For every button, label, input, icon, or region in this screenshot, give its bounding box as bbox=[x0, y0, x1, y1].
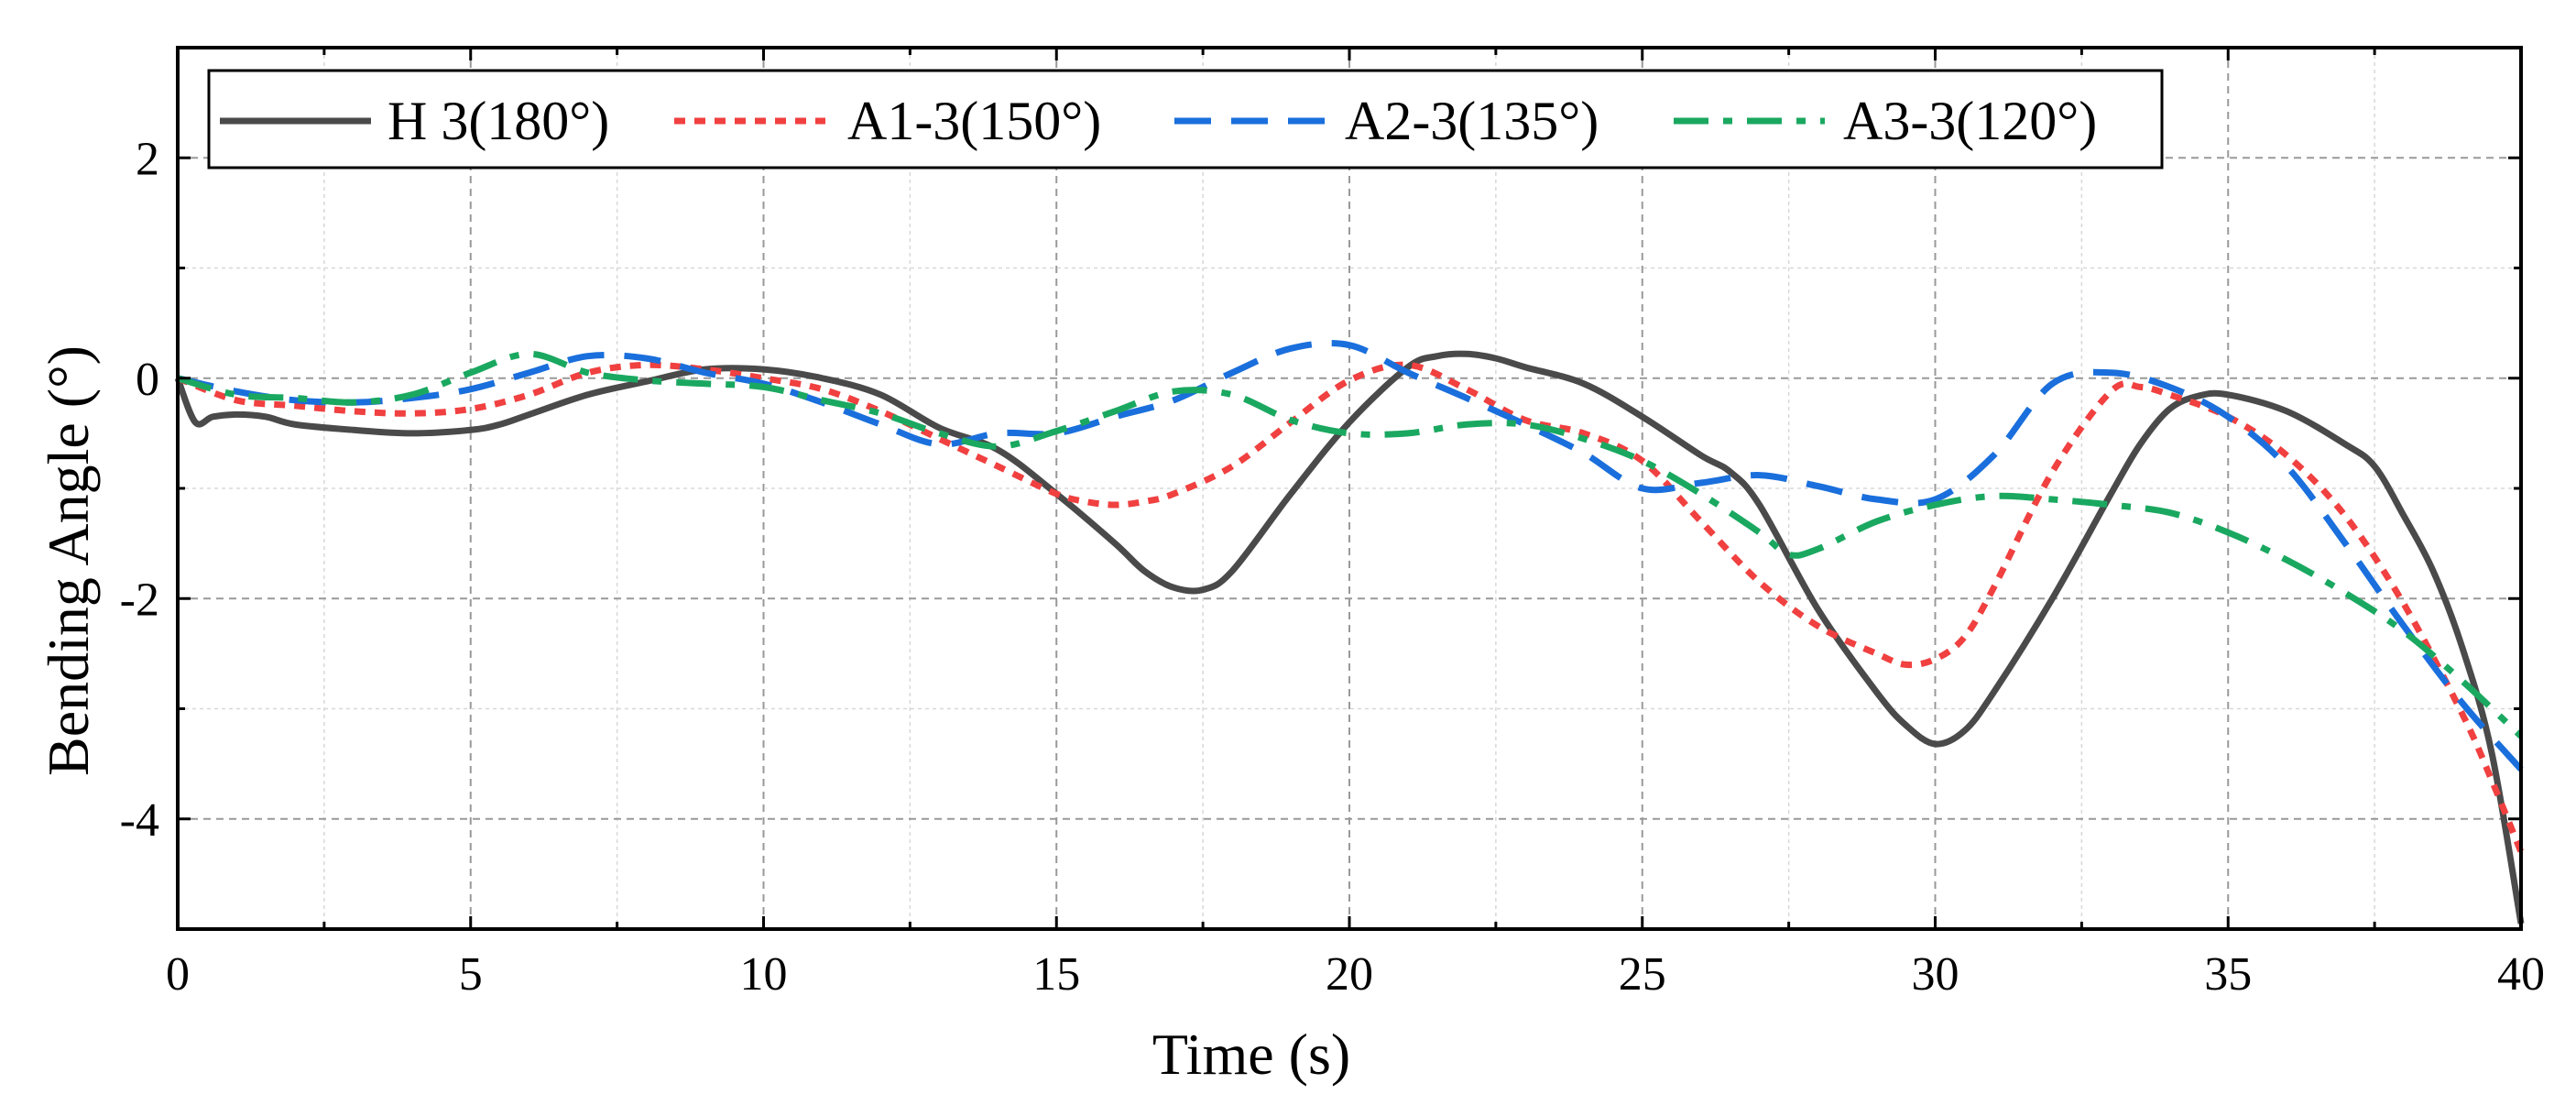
x-tick-label: 30 bbox=[1912, 948, 1959, 1001]
axis-ticks bbox=[176, 46, 2523, 931]
x-tick-label: 35 bbox=[2204, 948, 2252, 1001]
series-line-4 bbox=[177, 350, 2524, 739]
x-tick-label: 25 bbox=[1619, 948, 1666, 1001]
x-tick-label: 10 bbox=[740, 948, 788, 1001]
legend-label-3: A2-3(135°) bbox=[1345, 91, 1599, 151]
series-line-1 bbox=[174, 350, 2525, 925]
legend: H 3(180°) A1-3(150°) A2-3(135°) A3-3(120°) bbox=[207, 69, 2164, 170]
series-line-2 bbox=[176, 361, 2525, 854]
legend-box bbox=[207, 69, 2164, 170]
y-tick-label: 2 bbox=[136, 133, 159, 185]
legend-label-4: A3-3(120°) bbox=[1843, 91, 2097, 151]
x-tick-label: 5 bbox=[459, 948, 483, 1001]
x-tick-label: 15 bbox=[1032, 948, 1080, 1001]
series-line-3 bbox=[177, 340, 2524, 771]
x-tick-label: 20 bbox=[1326, 948, 1373, 1001]
y-tick-label: -4 bbox=[120, 794, 159, 847]
legend-label-2: A1-3(150°) bbox=[847, 91, 1101, 151]
y-axis-title: Bending Angle (°) bbox=[36, 345, 101, 776]
legend-label-1: H 3(180°) bbox=[387, 91, 609, 151]
tick-labels: 0 5 10 15 20 25 30 35 40 -4 -2 0 2 bbox=[120, 133, 2545, 1001]
x-axis-title: Time (s) bbox=[1152, 1022, 1350, 1087]
y-tick-label: -2 bbox=[120, 574, 159, 626]
x-tick-label: 40 bbox=[2497, 948, 2545, 1001]
plot-series bbox=[174, 340, 2525, 925]
y-tick-label: 0 bbox=[136, 354, 159, 406]
x-tick-label: 0 bbox=[166, 948, 190, 1001]
